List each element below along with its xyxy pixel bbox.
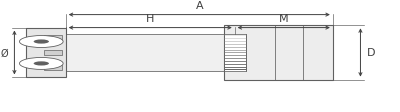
Bar (66, 35, 333, 71)
Text: A: A (196, 1, 203, 11)
Bar (224, 26, 333, 80)
Circle shape (20, 58, 63, 70)
Bar (44, 51, 62, 55)
Bar (26, 39, 333, 68)
Text: M: M (279, 14, 288, 24)
Bar (26, 28, 66, 78)
Circle shape (20, 36, 63, 48)
Text: Ø: Ø (1, 48, 8, 58)
Bar (44, 36, 62, 41)
Circle shape (34, 62, 49, 66)
Bar (224, 35, 246, 71)
Bar (44, 65, 62, 70)
Text: H: H (146, 14, 154, 24)
Text: D: D (366, 48, 375, 58)
Circle shape (34, 40, 49, 44)
